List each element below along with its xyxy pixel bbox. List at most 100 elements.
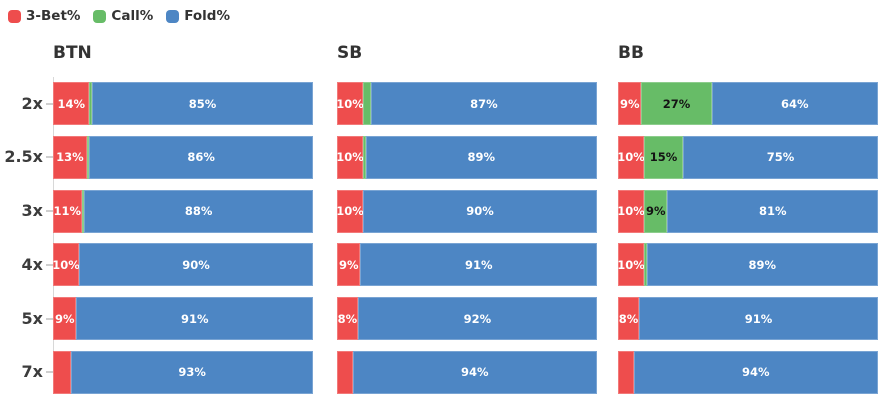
chart-group-sb: SB 10% 87% 10% 89% 10% 90% 9% 91% 8% 92% 94%: [337, 0, 597, 400]
bar-segment-fold: 88%: [84, 189, 313, 233]
bar-segment-call: [89, 82, 92, 125]
bar-segment-3bet: 9%: [53, 297, 77, 341]
legend-swatch-call: [93, 9, 107, 23]
bar-segment-3bet: 10%: [337, 82, 363, 125]
y-axis-label-row: 2.5x: [0, 136, 53, 179]
bar-row: 94%: [618, 350, 878, 394]
bar-segment-3bet: 10%: [618, 189, 644, 233]
bar-segment-call: 27%: [641, 82, 712, 125]
bar-segment-fold: 81%: [667, 189, 878, 233]
bar-segment-call: [81, 189, 85, 233]
axis-tick: [46, 156, 53, 159]
bar-row: 9% 91%: [53, 297, 313, 341]
bar-segment-fold: 90%: [79, 243, 313, 287]
axis-tick: [46, 210, 53, 213]
y-axis-labels: 2x 2.5x 3x 4x 5x 7x: [0, 82, 53, 394]
bar-segment-3bet: 11%: [53, 189, 82, 233]
axis-tick: [46, 317, 53, 320]
axis-tick: [46, 371, 53, 374]
y-axis-label-row: 3x: [0, 190, 53, 233]
bar-segment-fold: 93%: [71, 350, 313, 394]
bar-row: 9% 27% 64%: [618, 82, 879, 125]
bar-segment-3bet: [53, 350, 72, 394]
chart-group-bb: BB 9% 27% 64% 10% 15% 75% 10% 9% 81% 10% 89% 8% 91% 9…: [618, 0, 879, 400]
bar-segment-3bet: [618, 350, 634, 394]
bar-row: 10% 87%: [337, 82, 597, 125]
bar-row: 10% 90%: [337, 189, 597, 233]
bar-segment-3bet: 8%: [337, 297, 358, 341]
bar-segment-3bet: 10%: [618, 135, 644, 179]
bar-segment-3bet: 8%: [618, 297, 640, 341]
bar-segment-fold: 91%: [639, 297, 878, 341]
chart-group-title-bb: BB: [618, 43, 644, 63]
bar-row: 10% 89%: [618, 243, 878, 287]
category-label-3x: 3x: [21, 201, 43, 221]
legend-item-3bet[interactable]: 3-Bet%: [8, 8, 80, 24]
bar-row: 10% 9% 81%: [618, 189, 878, 233]
bar-row: 94%: [337, 350, 597, 394]
category-label-2.5x: 2.5x: [4, 147, 43, 167]
bar-segment-fold: 92%: [357, 297, 597, 341]
chart-group-title-sb: SB: [337, 43, 363, 63]
legend-item-fold[interactable]: Fold%: [166, 8, 230, 24]
bar-row: 11% 88%: [53, 189, 313, 233]
legend-label-3bet: 3-Bet%: [26, 8, 81, 24]
bar-segment-call: [86, 135, 90, 179]
bar-segment-3bet: 13%: [53, 135, 87, 179]
bar-segment-call: [363, 82, 371, 125]
bar-row: 10% 15% 75%: [618, 135, 878, 179]
legend-swatch-3bet: [8, 9, 21, 23]
bar-segment-call: 9%: [644, 189, 668, 233]
y-axis-label-row: 2x: [0, 82, 53, 125]
bar-row: 93%: [53, 350, 313, 394]
bar-segment-3bet: 14%: [53, 82, 90, 125]
category-label-5x: 5x: [21, 308, 43, 328]
bar-row: 9% 91%: [337, 243, 597, 287]
bar-segment-3bet: 9%: [618, 82, 642, 125]
bar-segment-3bet: 10%: [53, 243, 79, 287]
bar-segment-call: [363, 135, 366, 179]
bar-segment-3bet: 10%: [618, 243, 644, 287]
bar-row: 8% 91%: [618, 297, 878, 341]
bar-segment-fold: 90%: [363, 189, 597, 233]
bar-row: 8% 92%: [337, 297, 597, 341]
bar-segment-fold: 85%: [92, 82, 313, 125]
chart-legend: 3-Bet% Call% Fold%: [8, 8, 230, 24]
bar-row: 13% 86%: [53, 135, 313, 179]
bar-segment-call: 15%: [644, 135, 683, 179]
legend-label-call: Call%: [111, 8, 154, 24]
bar-segment-fold: 89%: [365, 135, 597, 179]
bar-segment-call: [644, 243, 647, 287]
legend-label-fold: Fold%: [184, 8, 231, 24]
y-axis-line: [53, 77, 54, 394]
bar-segment-fold: 86%: [89, 135, 313, 179]
bar-segment-fold: 91%: [360, 243, 597, 287]
bars-sb: 10% 87% 10% 89% 10% 90% 9% 91% 8% 92% 94%: [337, 82, 597, 394]
legend-item-call[interactable]: Call%: [93, 8, 153, 24]
bar-segment-fold: 94%: [352, 350, 597, 394]
y-axis-label-row: 4x: [0, 243, 53, 286]
bar-row: 10% 89%: [337, 135, 597, 179]
bar-segment-3bet: 10%: [337, 189, 363, 233]
bar-segment-3bet: 10%: [337, 135, 363, 179]
bars-btn: 14% 85% 13% 86% 11% 88% 10% 90% 9% 91% 93%: [53, 82, 313, 394]
bars-bb: 9% 27% 64% 10% 15% 75% 10% 9% 81% 10% 89% 8% 91% 94%: [618, 82, 879, 394]
bar-segment-fold: 87%: [370, 82, 597, 125]
chart-group-title-btn: BTN: [53, 43, 92, 63]
axis-tick: [46, 263, 53, 266]
category-label-4x: 4x: [21, 254, 43, 274]
bar-segment-fold: 75%: [683, 135, 878, 179]
bar-segment-fold: 64%: [711, 82, 879, 125]
category-label-7x: 7x: [21, 362, 43, 382]
chart-group-btn: BTN 14% 85% 13% 86% 11% 88% 10% 90% 9% 91% 93%: [53, 0, 313, 400]
y-axis-label-row: 5x: [0, 297, 53, 340]
bar-segment-fold: 94%: [633, 350, 878, 394]
bar-segment-fold: 91%: [76, 297, 313, 341]
legend-swatch-fold: [166, 9, 180, 23]
bar-segment-3bet: 9%: [337, 243, 361, 287]
y-axis-label-row: 7x: [0, 351, 53, 394]
bar-segment-3bet: [337, 350, 353, 394]
bar-segment-fold: 89%: [646, 243, 878, 287]
bar-row: 14% 85%: [53, 82, 313, 125]
category-label-2x: 2x: [21, 93, 43, 113]
